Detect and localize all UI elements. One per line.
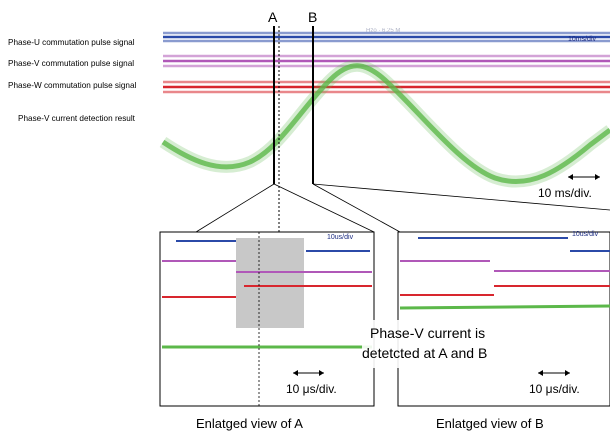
main-scale-indicator xyxy=(568,174,600,180)
zoom-view-a: 10us/div 10 μs/div. xyxy=(159,231,375,407)
zoom-a-projection-right xyxy=(273,183,375,233)
caption-b: Enlatged view of B xyxy=(436,416,544,431)
caption-a: Enlatged view of A xyxy=(196,416,303,431)
annotation-line-2: detetcted at A and B xyxy=(362,345,487,361)
main-scale-label: 10 ms/div. xyxy=(538,186,592,200)
zoom-b-timebase-readout: 10us/div xyxy=(572,231,599,238)
phase-v-current-label: Phase-V current detection result xyxy=(18,114,136,123)
zoom-b-projection-left xyxy=(312,183,401,233)
main-scope-faint-readout: Hzo · 6.25 M xyxy=(366,28,400,34)
marker-b: B xyxy=(308,9,317,184)
phase-v-label: Phase-V commutation pulse signal xyxy=(8,59,134,68)
zoom-a-timebase-readout: 10us/div xyxy=(327,234,354,241)
marker-a-label: A xyxy=(268,9,278,25)
main-timebase-readout: 10ms/div xyxy=(568,36,597,43)
phase-w-label: Phase-W commutation pulse signal xyxy=(8,81,137,90)
zoom-a-scale-label: 10 μs/div. xyxy=(286,382,337,396)
annotation-background xyxy=(362,320,506,368)
main-scope-panel xyxy=(163,30,610,202)
marker-a: A xyxy=(268,9,280,240)
phase-u-label: Phase-U commutation pulse signal xyxy=(8,38,135,47)
zoom-view-b: 10us/div 10 μs/div. xyxy=(397,231,610,407)
phase-v-trace-group xyxy=(163,54,610,68)
zoom-a-highlight-region xyxy=(236,238,304,328)
marker-b-label: B xyxy=(308,9,317,25)
annotation-line-1: Phase-V current is xyxy=(370,325,485,341)
phase-u-trace-group xyxy=(163,31,610,43)
zoom-b-projection-right xyxy=(312,183,610,211)
phase-v-current-waveform xyxy=(159,59,610,188)
zoom-b-scale-label: 10 μs/div. xyxy=(529,382,580,396)
zoom-a-projection-left xyxy=(195,183,275,233)
